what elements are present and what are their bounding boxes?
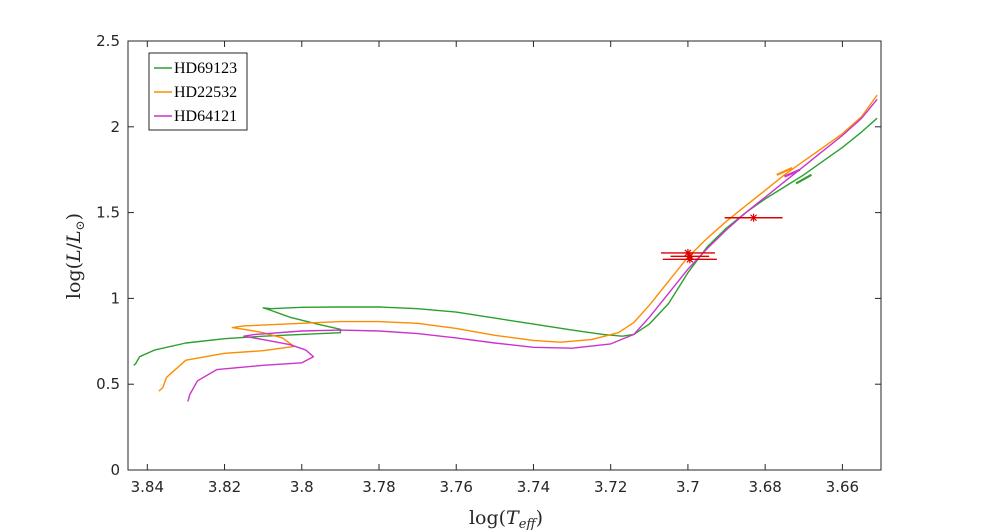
y-tick-label: 1: [110, 289, 120, 307]
x-axis-ticks: 3.84 3.82 3.8 3.78 3.76 3.74 3.72 3.7 3.68 3.66: [131, 41, 859, 496]
x-tick-label: 3.72: [594, 478, 627, 496]
x-tick-label: 3.84: [131, 478, 164, 496]
y-tick-label: 2.5: [96, 32, 120, 50]
y-tick-label: 0.5: [96, 375, 120, 393]
y-tick-label: 0: [110, 461, 120, 479]
x-tick-label: 3.66: [826, 478, 859, 496]
track-ticks: [776, 166, 813, 185]
observation-marker: [683, 248, 692, 257]
x-tick-label: 3.68: [748, 478, 781, 496]
x-tick-label: 3.82: [208, 478, 241, 496]
legend-label: HD64121: [174, 108, 237, 125]
observation-marker: [749, 213, 758, 222]
observation-markers: [660, 213, 783, 264]
plot-frame: [127, 40, 882, 471]
y-tick-label: 2: [110, 118, 120, 136]
y-axis-ticks: 0 0.5 1 1.5 2 2.5: [96, 32, 881, 479]
observation-marker: [685, 255, 694, 264]
series-lines: [133, 94, 878, 402]
y-tick-label: 1.5: [96, 204, 120, 222]
x-tick-label: 3.76: [440, 478, 473, 496]
track-tick-hd64121: [784, 168, 801, 178]
x-tick-label: 3.8: [290, 478, 314, 496]
track-tick-hd69123: [795, 173, 813, 185]
legend-label: HD69123: [174, 60, 237, 77]
legend-label: HD22532: [174, 84, 237, 101]
legend: HD69123 HD22532 HD64121: [148, 52, 248, 131]
series-line-hd64121: [187, 98, 878, 402]
series-line-hd22532: [158, 94, 878, 392]
x-tick-label: 3.74: [517, 478, 550, 496]
x-tick-label: 3.7: [676, 478, 700, 496]
track-tick-hd22532: [776, 166, 793, 176]
x-tick-label: 3.78: [362, 478, 395, 496]
